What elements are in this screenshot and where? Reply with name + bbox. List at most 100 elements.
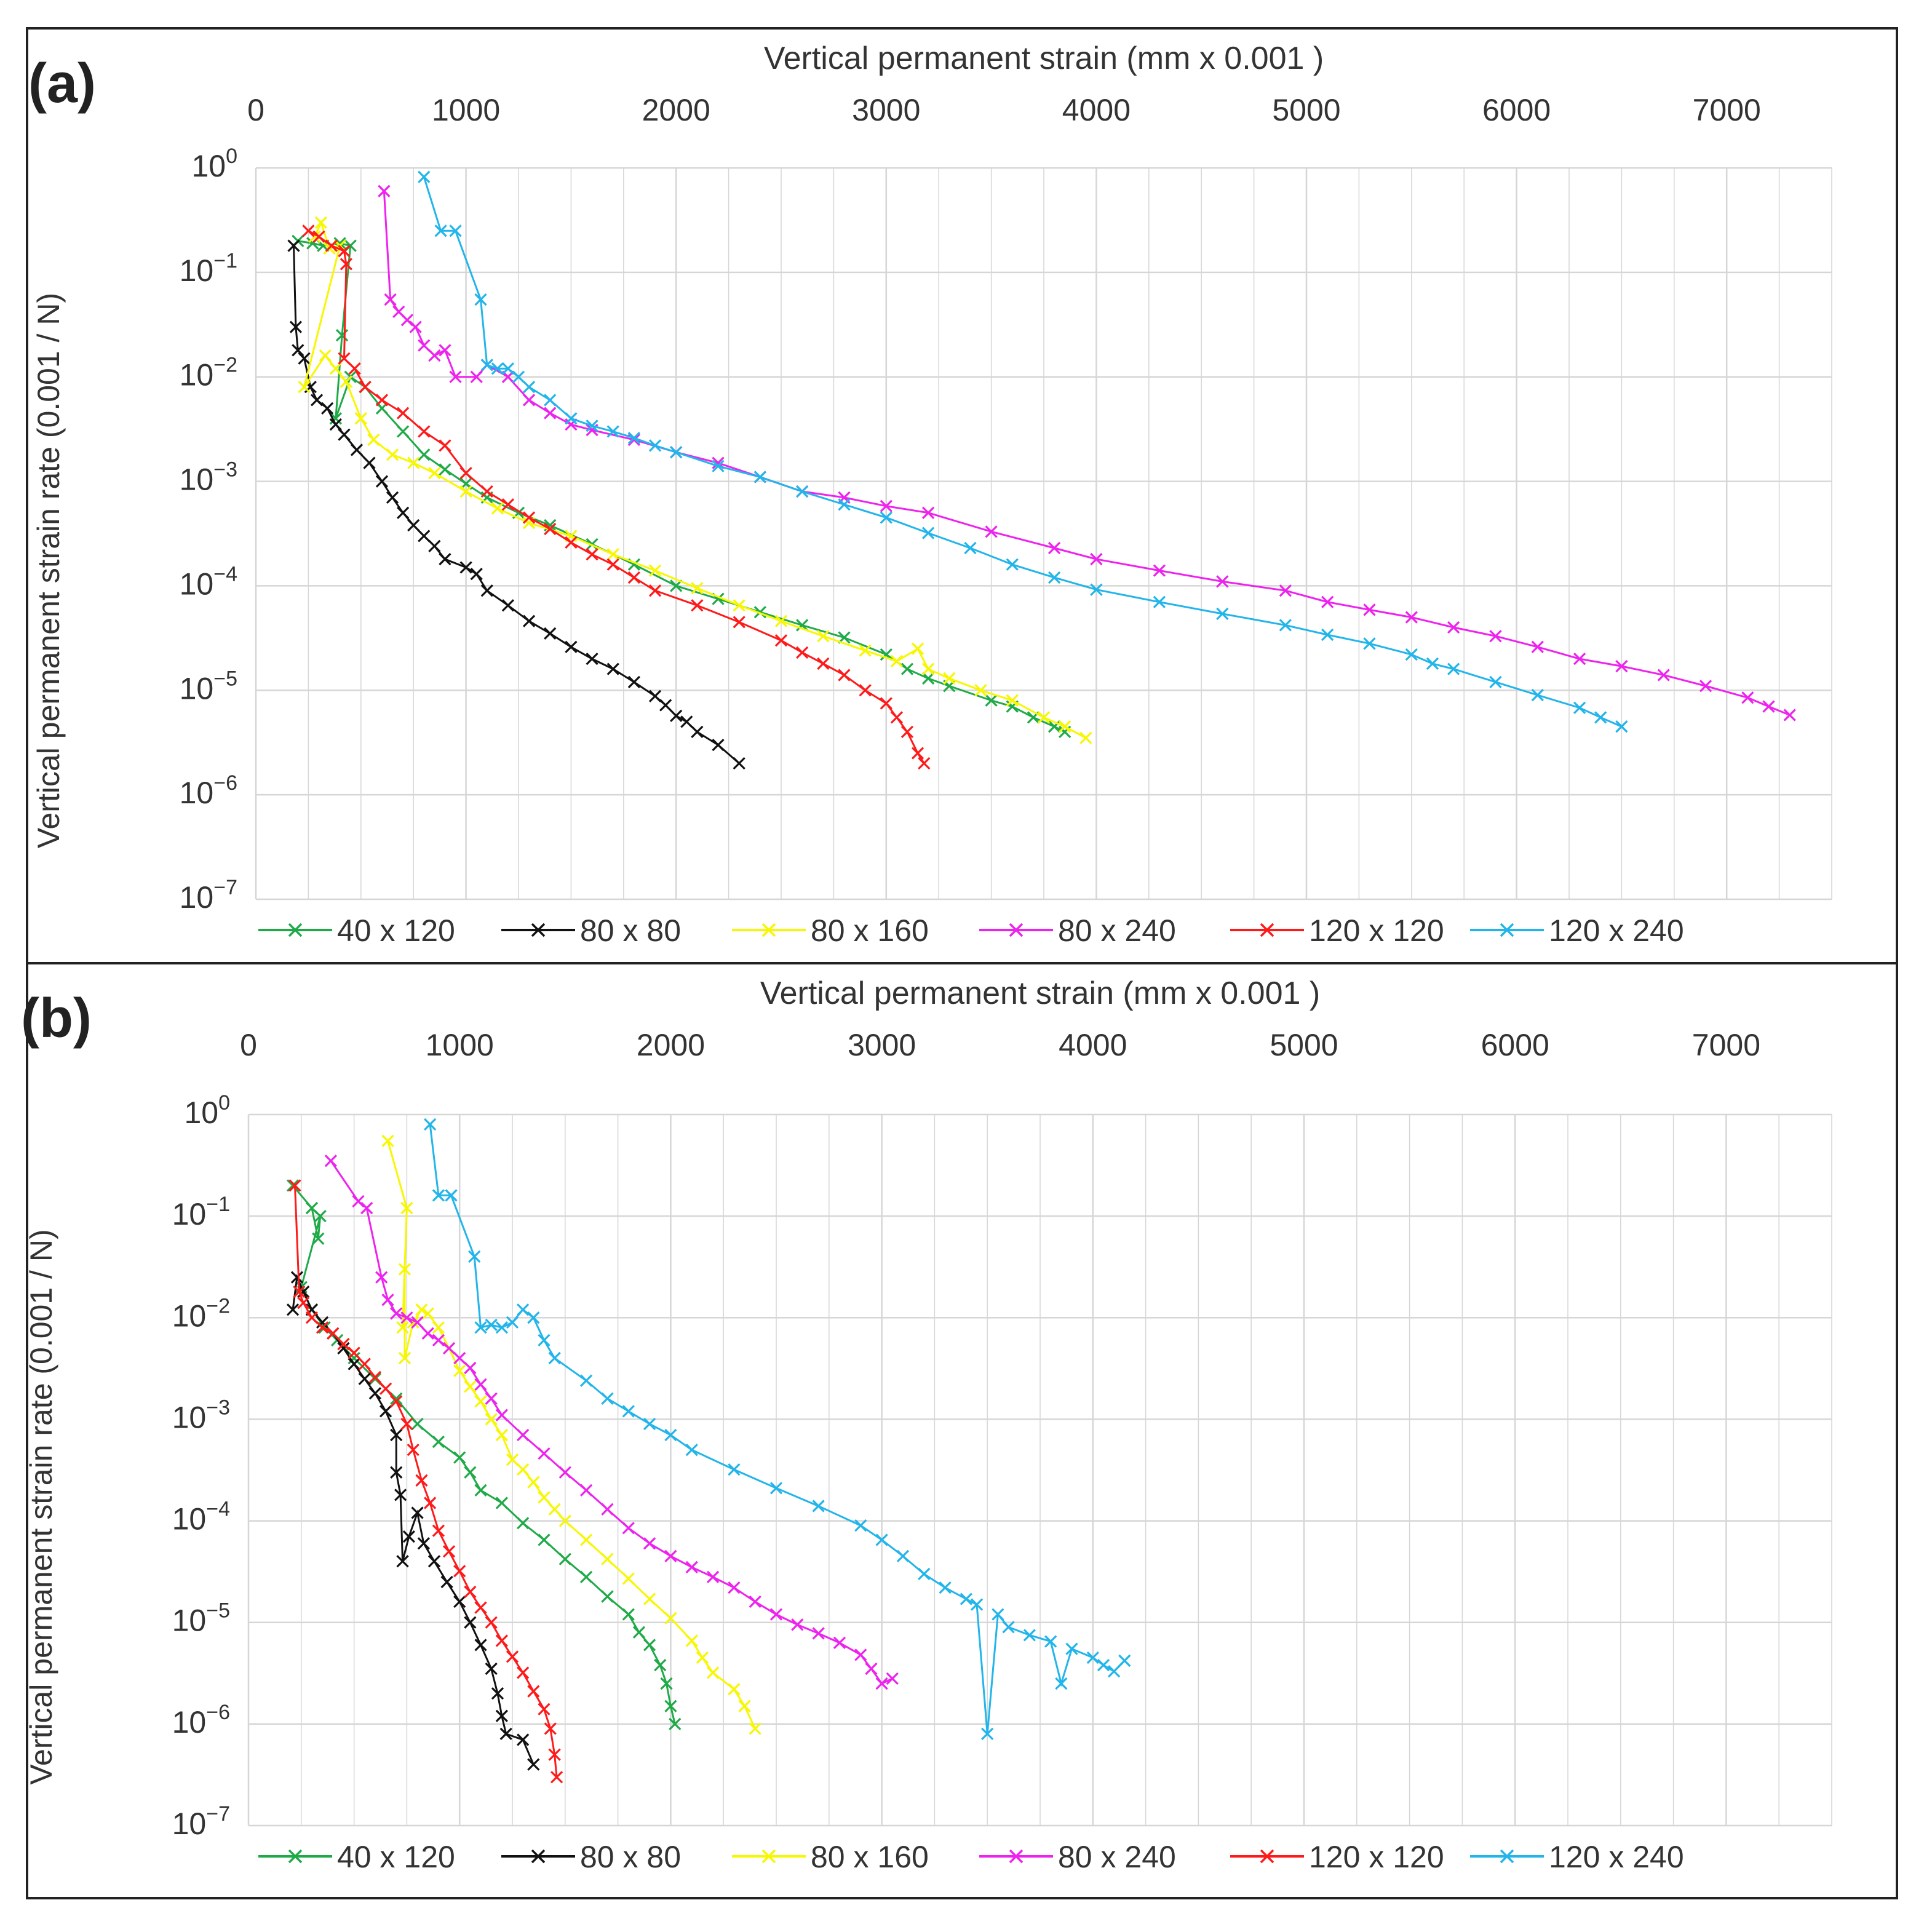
data-point <box>685 1560 698 1574</box>
data-point <box>622 1572 635 1585</box>
data-point <box>918 757 931 770</box>
data-point <box>449 370 462 383</box>
data-point <box>586 419 598 432</box>
y-tick-label: 10−7 <box>180 876 237 915</box>
data-point <box>329 418 342 431</box>
data-point <box>918 1567 931 1581</box>
data-point <box>501 362 515 375</box>
data-point <box>890 654 904 668</box>
data-point <box>314 1210 327 1223</box>
legend-label: 120 x 240 <box>1549 1840 1684 1874</box>
data-point <box>559 1514 571 1527</box>
data-point <box>974 684 987 697</box>
data-point <box>706 1666 720 1679</box>
data-point <box>544 522 557 536</box>
data-point <box>1321 595 1334 608</box>
data-point <box>485 1413 498 1426</box>
data-point <box>1006 694 1019 707</box>
data-point <box>468 1250 481 1263</box>
data-point <box>407 456 420 469</box>
data-point <box>407 1444 419 1457</box>
data-point <box>474 1484 487 1497</box>
legend-marker <box>761 1849 776 1864</box>
data-point <box>838 669 851 682</box>
data-point <box>464 1361 477 1375</box>
data-point <box>627 571 641 584</box>
data-point <box>622 1405 635 1418</box>
data-point <box>728 1463 741 1476</box>
data-point <box>680 715 693 728</box>
data-point <box>880 511 892 524</box>
legend-label: 80 x 160 <box>811 1840 929 1874</box>
legend-marker <box>1260 923 1274 937</box>
data-point <box>421 1327 434 1340</box>
y-tick-label: 10−3 <box>172 1396 230 1434</box>
data-point <box>292 344 304 357</box>
data-point <box>601 1392 614 1405</box>
data-point <box>439 463 451 476</box>
data-point <box>298 381 311 394</box>
data-point <box>409 320 422 333</box>
data-point <box>565 412 578 425</box>
data-point <box>601 1552 614 1565</box>
data-point <box>329 362 342 375</box>
grid <box>247 1113 1832 1827</box>
data-point <box>407 519 420 532</box>
data-point <box>432 1435 445 1449</box>
data-point <box>728 1581 741 1594</box>
data-point <box>358 1358 371 1370</box>
data-point <box>1037 711 1051 724</box>
data-point <box>491 1687 504 1700</box>
data-point <box>428 539 441 552</box>
data-point <box>501 599 515 612</box>
data-point <box>480 584 493 597</box>
legend: 40 x 120 80 x 80 80 x 160 80 x 240 120 x 120… <box>258 913 1684 948</box>
data-point <box>402 1530 415 1543</box>
data-point <box>728 1683 741 1696</box>
data-point <box>338 428 351 441</box>
y-tick-label: 10−6 <box>180 771 237 810</box>
data-point <box>439 439 451 452</box>
data-point <box>1279 619 1292 632</box>
data-point <box>396 425 410 438</box>
data-point <box>691 725 704 739</box>
data-point <box>812 1500 825 1513</box>
data-point <box>316 1316 329 1329</box>
data-point <box>696 1651 709 1664</box>
data-point <box>442 1545 456 1558</box>
data-point <box>550 1771 563 1784</box>
x-tick-label: 5000 <box>1270 1028 1338 1062</box>
data-point <box>368 1387 382 1400</box>
data-point <box>1489 630 1502 643</box>
data-point <box>417 1537 430 1550</box>
data-point <box>579 1570 593 1584</box>
data-point <box>495 1497 508 1509</box>
data-point <box>1153 595 1166 608</box>
panel-label: (b) <box>21 988 92 1049</box>
data-point <box>340 375 353 388</box>
legend-item: 80 x 80 <box>501 913 681 948</box>
data-point <box>985 694 998 707</box>
data-point <box>1405 611 1418 624</box>
data-point <box>1489 675 1502 688</box>
data-point <box>1086 1651 1099 1664</box>
data-point <box>394 1489 407 1501</box>
data-point <box>424 1118 437 1131</box>
data-point <box>522 511 536 524</box>
grid <box>255 167 1832 900</box>
data-point <box>1762 700 1775 713</box>
data-point <box>890 711 904 724</box>
data-point <box>691 582 704 595</box>
data-point <box>439 552 451 566</box>
data-point <box>1531 640 1544 653</box>
y-tick-label: 10−3 <box>180 458 237 497</box>
y-tick-label: 10−7 <box>172 1802 230 1841</box>
data-point <box>415 1474 428 1487</box>
data-point <box>327 1327 340 1340</box>
data-point <box>464 1380 477 1393</box>
y-tick-label: 10−5 <box>172 1599 230 1638</box>
panels: (a) Vertical permanent strain (mm x 0.001… <box>21 41 1832 1874</box>
data-point <box>875 1533 888 1546</box>
data-point <box>288 1179 301 1192</box>
